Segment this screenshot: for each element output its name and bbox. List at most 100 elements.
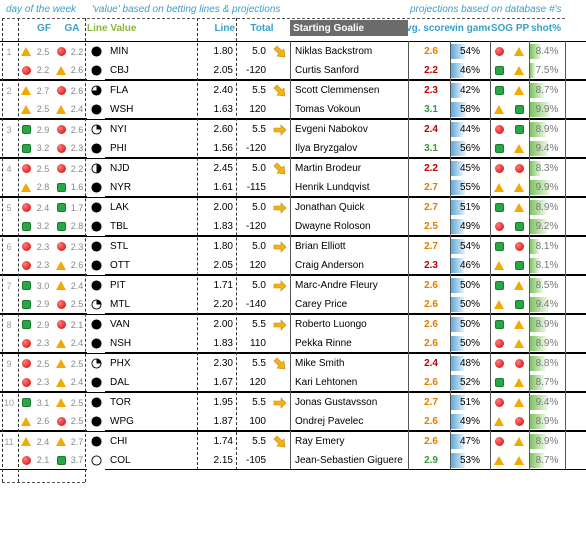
green-square-icon (514, 299, 524, 309)
trend-arrow-cell (272, 198, 288, 218)
column-divider (290, 41, 291, 470)
shot-pct-cell: 8.8% (530, 354, 564, 374)
avg-score-cell: 2.6 (424, 415, 438, 427)
green-square-icon (494, 203, 504, 213)
arrow-right-icon (273, 319, 287, 331)
shot-pct-bar (530, 218, 548, 234)
header-gf: GF (37, 22, 51, 34)
shot-pct-value: 9.9% (535, 181, 559, 193)
yellow-triangle-icon (514, 338, 524, 348)
yellow-triangle-icon (494, 182, 504, 192)
pp-indicator (512, 334, 526, 354)
red-dot-icon (494, 437, 504, 447)
ga-value: 2.2 (70, 163, 84, 174)
trend-arrow-cell (272, 120, 288, 140)
gf-indicator (20, 61, 32, 81)
shot-pct-value: 8.9% (535, 415, 559, 427)
line-value-indicator (87, 450, 105, 470)
arrow-right-icon (273, 397, 287, 409)
win-game-value: 44% (459, 124, 480, 136)
starting-goalie-name: Roberto Luongo (295, 319, 367, 331)
red-dot-icon (21, 338, 31, 348)
red-dot-icon (56, 86, 66, 96)
team-abbr: PHX (110, 358, 131, 370)
line-value-indicator (87, 432, 105, 452)
red-dot-icon (494, 164, 504, 174)
game-number (2, 373, 16, 393)
trend-arrow-cell (272, 61, 288, 81)
yellow-triangle-icon (514, 320, 524, 330)
quarter-circle-icon (90, 299, 102, 310)
yellow-triangle-icon (21, 437, 31, 447)
green-square-icon (514, 221, 524, 231)
yellow-triangle-icon (56, 377, 66, 387)
win-game-value: 55% (459, 181, 480, 193)
total-cell: 5.0 (252, 280, 266, 292)
arrow-right-icon (273, 124, 287, 136)
total-cell: -120 (245, 64, 266, 76)
win-game-cell: 50% (451, 315, 489, 335)
full-circle-icon (90, 241, 102, 252)
sog-indicator (492, 139, 506, 159)
shot-pct-value: 8.4% (535, 46, 559, 58)
total-cell: -105 (245, 454, 266, 466)
pp-indicator (512, 295, 526, 315)
shot-pct-bar (530, 161, 541, 176)
sog-indicator (492, 256, 506, 276)
line-cell: 1.63 (213, 103, 233, 115)
starting-goalie-name: Jonathan Quick (295, 202, 365, 214)
shot-pct-bar (530, 122, 546, 137)
sog-indicator (492, 315, 506, 335)
game-number: 9 (6, 358, 12, 369)
ga-value: 1.6 (70, 182, 84, 193)
red-dot-icon (56, 47, 66, 57)
line-cell: 1.83 (213, 337, 233, 349)
team-abbr: FLA (110, 85, 129, 97)
trend-arrow-cell (272, 354, 288, 374)
total-cell: 120 (249, 103, 266, 115)
team-abbr: MTL (110, 298, 130, 310)
gf-value: 2.3 (36, 260, 50, 271)
table-row: 2.3 2.4 DAL 1.67 120 Kari Lehtonen 2.6 52% 8.7% (0, 372, 586, 393)
yellow-triangle-icon (494, 416, 504, 426)
starting-goalie-name: Marc-Andre Fleury (295, 280, 378, 292)
win-game-value: 54% (459, 241, 480, 253)
red-dot-icon (21, 203, 31, 213)
line-value-indicator (87, 198, 105, 218)
footer-rule (2, 482, 85, 483)
gf-indicator (20, 139, 32, 159)
line-cell: 2.05 (213, 64, 233, 76)
arrow-right-icon (273, 241, 287, 253)
avg-score-cell: 2.6 (424, 46, 438, 58)
sog-indicator (492, 217, 506, 237)
full-circle-icon (90, 202, 102, 213)
win-probability-bar (451, 44, 466, 59)
arrow-right-icon (273, 202, 287, 214)
shot-pct-bar (530, 257, 539, 273)
gf-indicator (20, 100, 32, 120)
line-cell: 1.80 (213, 46, 233, 58)
total-cell: 5.5 (252, 319, 266, 331)
yellow-triangle-icon (56, 260, 66, 270)
team-abbr: TOR (110, 397, 131, 409)
yellow-triangle-icon (514, 47, 524, 57)
game-number: 6 (6, 241, 12, 252)
total-cell: 5.0 (252, 46, 266, 58)
line-cell: 1.83 (213, 220, 233, 232)
green-square-icon (494, 320, 504, 330)
ga-indicator (55, 354, 67, 374)
gf-value: 2.9 (36, 319, 50, 330)
table-row: 11 2.4 2.7 CHI 1.74 5.5 Ray Emery 2.6 47% 8.9% (0, 431, 586, 452)
yellow-triangle-icon (21, 182, 31, 192)
column-divider (197, 18, 198, 470)
gf-indicator (20, 334, 32, 354)
red-dot-icon (56, 143, 66, 153)
win-probability-bar (451, 140, 466, 156)
ga-indicator (55, 120, 67, 140)
game-number (2, 295, 16, 315)
pp-indicator (512, 354, 526, 374)
ga-value: 2.5 (70, 397, 84, 408)
team-abbr: PIT (110, 280, 126, 292)
win-probability-bar (451, 434, 464, 449)
